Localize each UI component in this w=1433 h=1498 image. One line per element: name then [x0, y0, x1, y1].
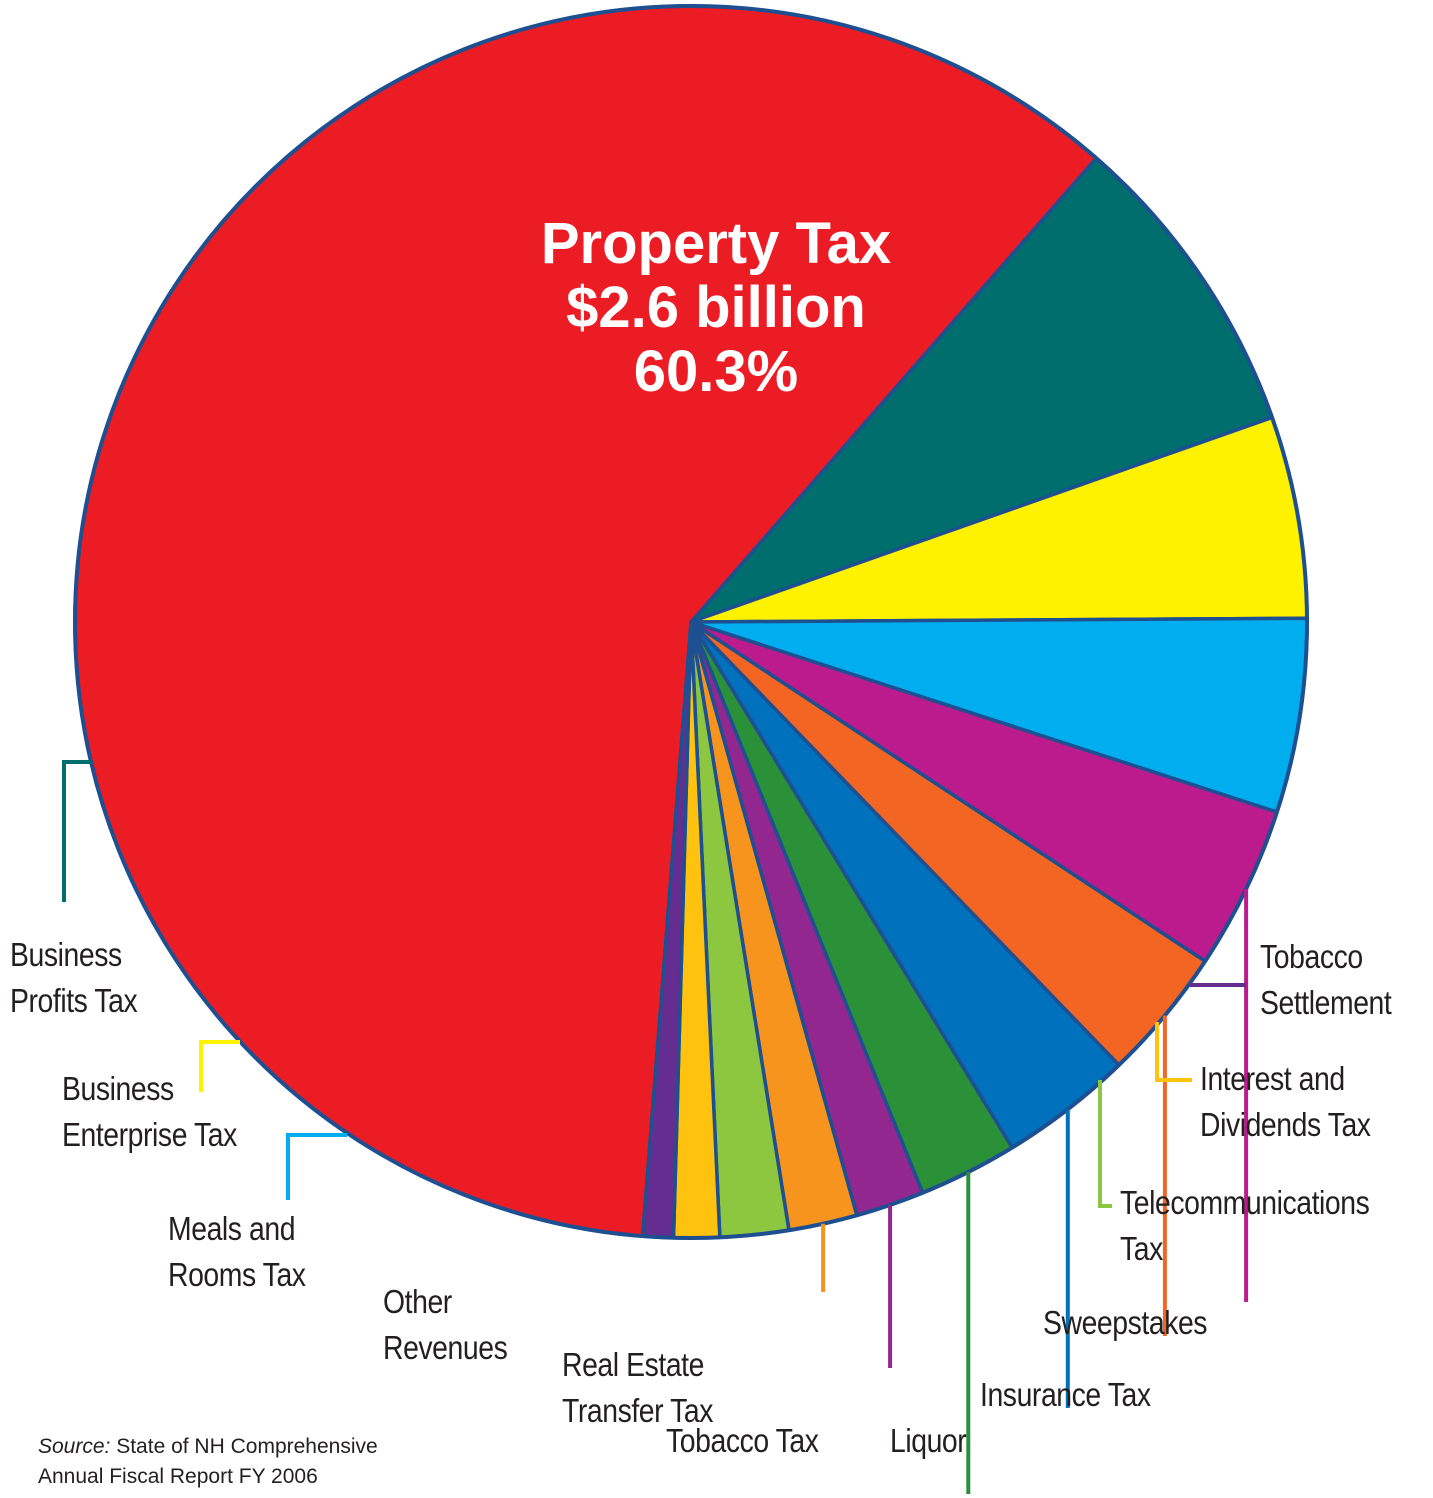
label-real-estate-transfer-tax: Real Estate Transfer Tax [562, 1342, 713, 1434]
label-line: Telecommunications [1120, 1184, 1370, 1221]
leader-line-interest-and-dividends-tax [1155, 1022, 1192, 1082]
leader-line-telecommunications-tax [1098, 1080, 1112, 1208]
label-business-profits-tax: Business Profits Tax [10, 932, 138, 1024]
label-other-revenues: Other Revenues [383, 1279, 508, 1371]
source-line-1: State of NH Comprehensive [116, 1435, 378, 1458]
label-line: Interest and [1200, 1060, 1345, 1097]
label-line: Real Estate [562, 1346, 704, 1383]
label-line: Sweepstakes [1043, 1304, 1208, 1341]
label-line: Business [62, 1070, 174, 1107]
property-tax-percent: 60.3% [633, 339, 799, 404]
leader-line-business-enterprise-tax [199, 1040, 240, 1092]
label-telecommunications-tax: Telecommunications Tax [1120, 1180, 1370, 1272]
property-tax-name: Property Tax [540, 211, 892, 276]
source-prefix: Source: [38, 1435, 111, 1458]
property-tax-amount: $2.6 billion [566, 275, 866, 340]
label-line: Dividends Tax [1200, 1106, 1371, 1143]
label-line: Rooms Tax [168, 1256, 306, 1293]
label-line: Liquor [890, 1422, 967, 1459]
label-line: Insurance Tax [980, 1376, 1151, 1413]
label-line: Other [383, 1283, 452, 1320]
property-tax-label: Property Tax $2.6 billion 60.3% [541, 212, 891, 404]
source-note: Source: State of NH Comprehensive Annual… [38, 1432, 378, 1492]
label-line: Tobacco [1260, 938, 1363, 975]
label-interest-and-dividends-tax: Interest and Dividends Tax [1200, 1056, 1371, 1148]
label-meals-and-rooms-tax: Meals and Rooms Tax [168, 1206, 306, 1298]
source-line-2: Annual Fiscal Report FY 2006 [38, 1465, 318, 1488]
label-line: Tax [1120, 1230, 1163, 1267]
label-tobacco-tax: Tobacco Tax [666, 1418, 819, 1464]
label-line: Business [10, 936, 122, 973]
label-line: Profits Tax [10, 982, 138, 1019]
label-sweepstakes: Sweepstakes [1043, 1300, 1208, 1346]
label-business-enterprise-tax: Business Enterprise Tax [62, 1066, 237, 1158]
leader-line-meals-and-rooms-tax [286, 1133, 347, 1200]
pie-outline [73, 4, 1309, 1240]
label-liquor: Liquor [890, 1418, 967, 1464]
label-line: Revenues [383, 1329, 508, 1366]
label-line: Enterprise Tax [62, 1116, 237, 1153]
label-line: Tobacco Tax [666, 1422, 819, 1459]
label-line: Meals and [168, 1210, 296, 1247]
label-tobacco-settlement: Tobacco Settlement [1260, 934, 1392, 1026]
label-line: Settlement [1260, 984, 1392, 1021]
label-insurance-tax: Insurance Tax [980, 1372, 1151, 1418]
label-line: Transfer Tax [562, 1392, 713, 1429]
leader-line-business-profits-tax [62, 760, 92, 902]
